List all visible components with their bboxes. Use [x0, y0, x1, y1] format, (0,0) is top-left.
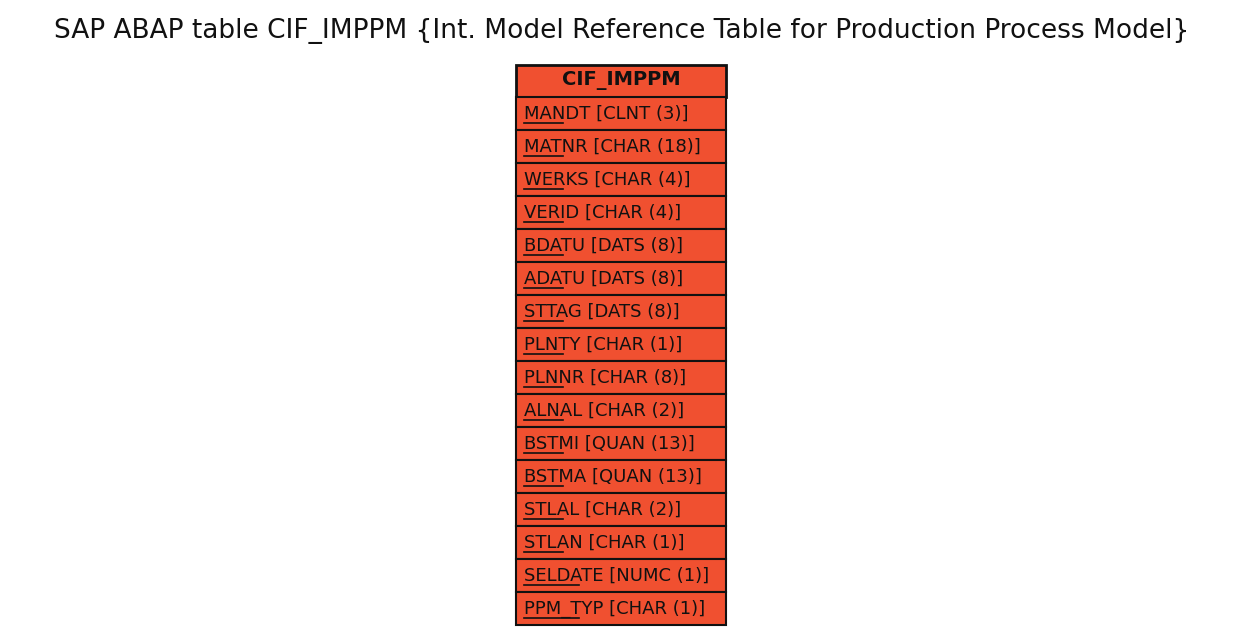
FancyBboxPatch shape — [517, 262, 726, 295]
FancyBboxPatch shape — [517, 65, 726, 97]
Text: STLAL [CHAR (2)]: STLAL [CHAR (2)] — [525, 501, 681, 518]
Text: STLAN [CHAR (1)]: STLAN [CHAR (1)] — [525, 533, 685, 552]
Text: SAP ABAP table CIF_IMPPM {Int. Model Reference Table for Production Process Mode: SAP ABAP table CIF_IMPPM {Int. Model Ref… — [53, 18, 1190, 44]
Text: PLNNR [CHAR (8)]: PLNNR [CHAR (8)] — [525, 368, 686, 387]
FancyBboxPatch shape — [517, 361, 726, 394]
FancyBboxPatch shape — [517, 427, 726, 460]
FancyBboxPatch shape — [517, 328, 726, 361]
Text: ADATU [DATS (8)]: ADATU [DATS (8)] — [525, 269, 684, 288]
Text: STTAG [DATS (8)]: STTAG [DATS (8)] — [525, 303, 680, 320]
Text: BSTMA [QUAN (13)]: BSTMA [QUAN (13)] — [525, 468, 702, 485]
FancyBboxPatch shape — [517, 559, 726, 592]
FancyBboxPatch shape — [517, 394, 726, 427]
Text: BDATU [DATS (8)]: BDATU [DATS (8)] — [525, 236, 684, 255]
Text: ALNAL [CHAR (2)]: ALNAL [CHAR (2)] — [525, 401, 685, 420]
Text: MATNR [CHAR (18)]: MATNR [CHAR (18)] — [525, 138, 701, 155]
FancyBboxPatch shape — [517, 163, 726, 196]
FancyBboxPatch shape — [517, 196, 726, 229]
FancyBboxPatch shape — [517, 592, 726, 625]
FancyBboxPatch shape — [517, 493, 726, 526]
Text: PPM_TYP [CHAR (1)]: PPM_TYP [CHAR (1)] — [525, 599, 706, 617]
FancyBboxPatch shape — [517, 460, 726, 493]
FancyBboxPatch shape — [517, 526, 726, 559]
Text: CIF_IMPPM: CIF_IMPPM — [562, 71, 681, 90]
Text: VERID [CHAR (4)]: VERID [CHAR (4)] — [525, 204, 681, 221]
Text: WERKS [CHAR (4)]: WERKS [CHAR (4)] — [525, 171, 691, 188]
FancyBboxPatch shape — [517, 97, 726, 130]
Text: PLNTY [CHAR (1)]: PLNTY [CHAR (1)] — [525, 336, 682, 353]
Text: BSTMI [QUAN (13)]: BSTMI [QUAN (13)] — [525, 435, 695, 453]
Text: MANDT [CLNT (3)]: MANDT [CLNT (3)] — [525, 104, 689, 123]
FancyBboxPatch shape — [517, 130, 726, 163]
Text: SELDATE [NUMC (1)]: SELDATE [NUMC (1)] — [525, 566, 710, 585]
FancyBboxPatch shape — [517, 295, 726, 328]
FancyBboxPatch shape — [517, 229, 726, 262]
